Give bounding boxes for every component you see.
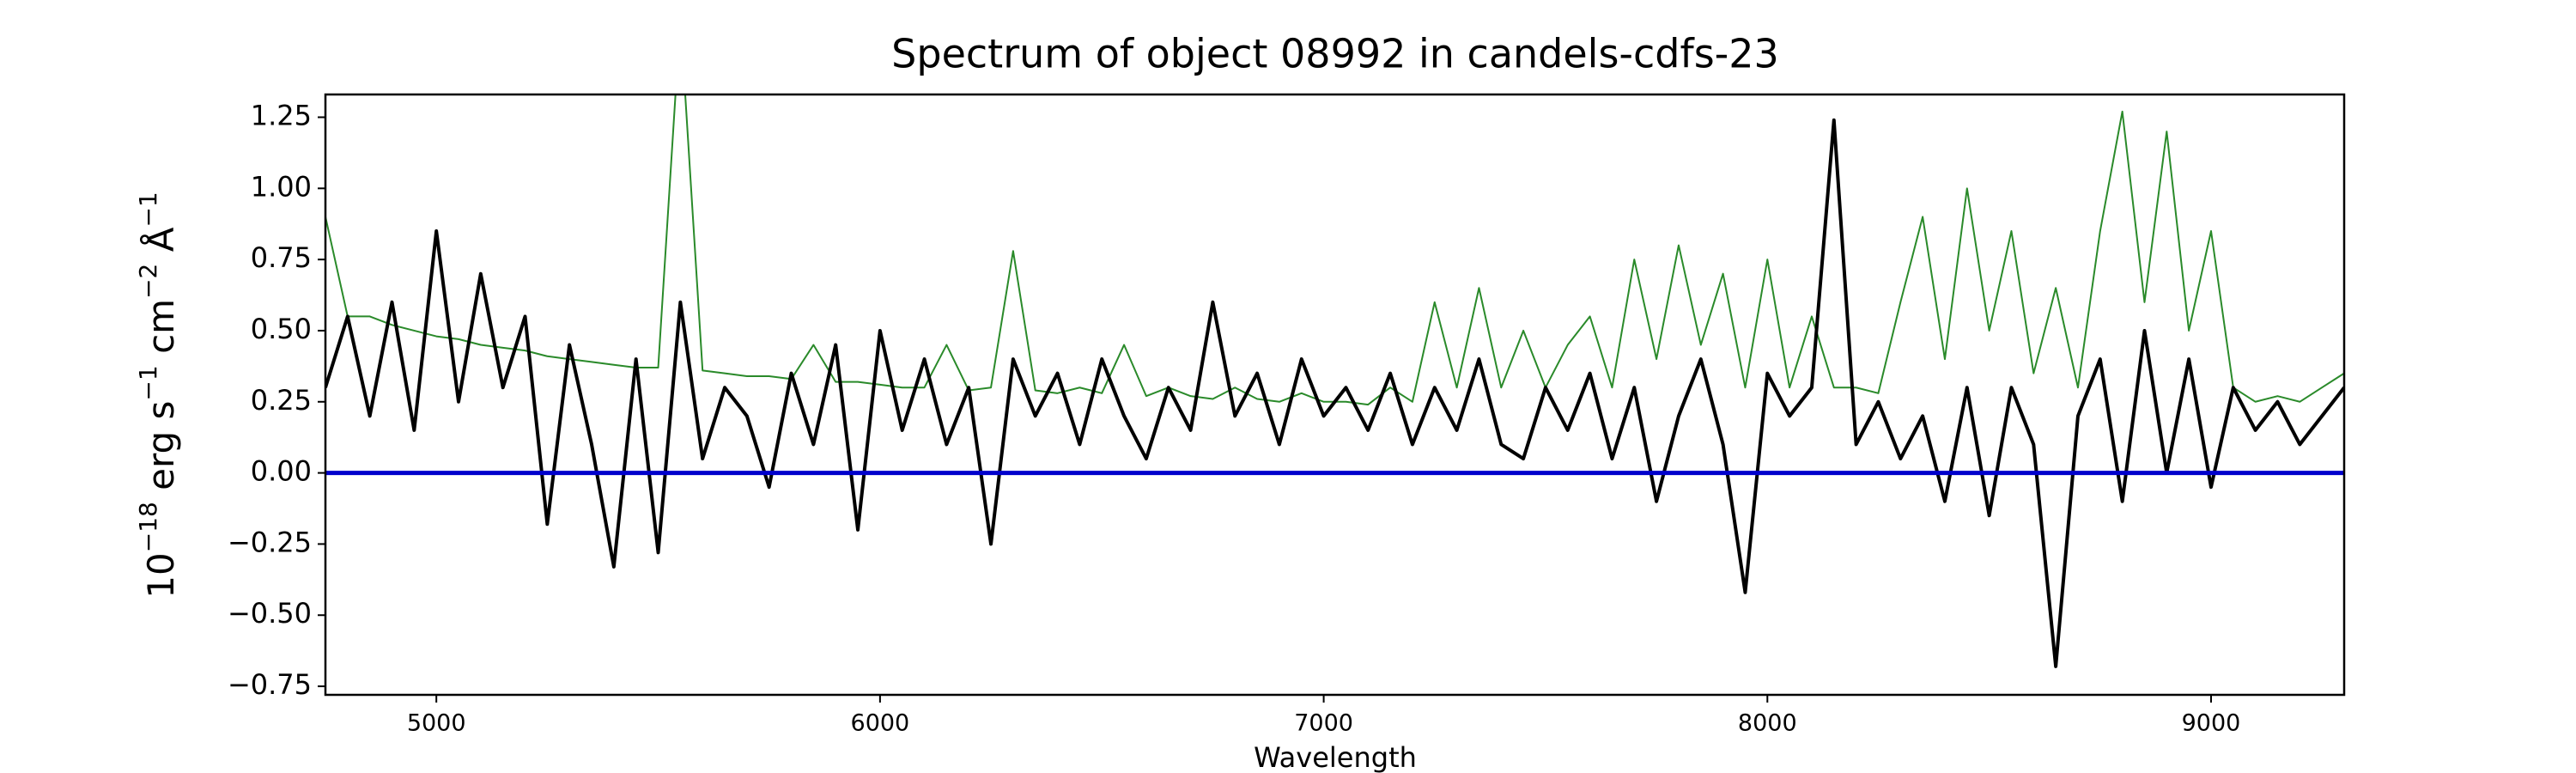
x-axis-label: Wavelength xyxy=(1254,741,1417,773)
spectrum-line xyxy=(325,118,2344,668)
plot-frame xyxy=(324,93,2346,697)
y-tick-label: −0.50 xyxy=(228,597,312,630)
plot-area xyxy=(325,94,2344,668)
y-label-text: Å xyxy=(139,227,182,263)
y-label-superscript: −18 xyxy=(134,502,162,552)
x-tick-label: 7000 xyxy=(1294,710,1353,737)
y-tick-label: −0.75 xyxy=(228,668,312,701)
y-tick-label: −0.25 xyxy=(228,526,312,558)
y-label-text: cm xyxy=(140,299,182,365)
y-label-text: erg s xyxy=(140,401,182,502)
y-axis-label: 10−18 erg s−1 cm−2 Å−1 xyxy=(134,192,182,598)
y-tick-label: 1.25 xyxy=(251,100,312,132)
y-label-text: 10 xyxy=(140,552,182,598)
y-tick-label: 0.25 xyxy=(251,384,312,417)
chart-title: Spectrum of object 08992 in candels-cdfs… xyxy=(891,31,1779,77)
y-label-superscript: −1 xyxy=(134,365,162,400)
x-tick-label: 6000 xyxy=(851,710,910,737)
y-label-superscript: −2 xyxy=(134,264,162,299)
x-tick-label: 8000 xyxy=(1738,710,1797,737)
y-tick-label: 0.00 xyxy=(251,455,312,488)
y-tick-label: 0.50 xyxy=(251,313,312,345)
y-tick-label: 1.00 xyxy=(251,170,312,203)
x-tick-label: 5000 xyxy=(407,710,466,737)
y-tick-label: 0.75 xyxy=(251,241,312,274)
y-label-superscript: −1 xyxy=(134,192,162,227)
x-tick-label: 9000 xyxy=(2182,710,2241,737)
